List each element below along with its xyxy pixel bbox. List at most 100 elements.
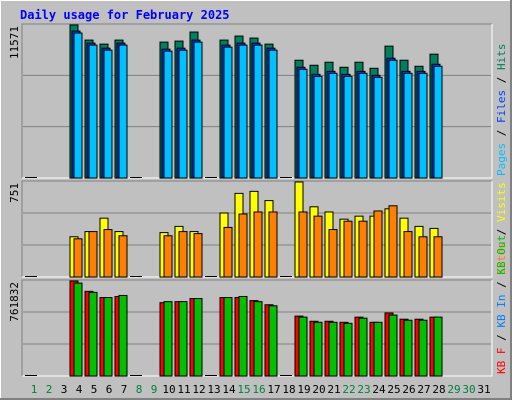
legend-entry: Pages <box>495 143 508 176</box>
x-tick-label: 8 <box>136 383 143 396</box>
bar <box>328 321 338 377</box>
bar <box>209 177 217 178</box>
x-tick-label: 11 <box>177 383 190 396</box>
bar <box>223 297 233 377</box>
legend-separator: / <box>495 222 508 242</box>
x-tick-label: 13 <box>207 383 220 396</box>
x-tick-label: 22 <box>342 383 355 396</box>
bar <box>268 211 278 278</box>
x-tick-label: 5 <box>91 383 98 396</box>
bar <box>403 72 413 179</box>
bar <box>178 301 188 377</box>
x-tick-label: 23 <box>357 383 370 396</box>
bar <box>253 211 263 278</box>
bar <box>134 375 142 376</box>
legend-separator: / <box>495 70 508 90</box>
bar <box>403 231 413 278</box>
bar <box>209 276 217 277</box>
bar <box>388 205 398 278</box>
bar <box>88 44 98 179</box>
bar <box>418 72 428 179</box>
bar <box>298 211 308 278</box>
legend-separator: / <box>495 275 508 295</box>
bar <box>313 215 323 278</box>
bar <box>358 220 368 278</box>
bar <box>328 72 338 179</box>
plot-edge-dark <box>21 180 492 277</box>
bar <box>373 76 383 179</box>
legend-entry: KB Out <box>495 235 508 275</box>
bar <box>193 298 203 377</box>
bar <box>313 75 323 179</box>
legend: Pages / Files / Hits <box>495 44 508 177</box>
x-tick-label: 27 <box>417 383 430 396</box>
x-tick-label: 7 <box>121 383 128 396</box>
legend-entry: Visits <box>495 182 508 222</box>
bar <box>268 305 278 377</box>
plot-edge-dark <box>21 279 492 376</box>
x-tick-label: 26 <box>402 383 415 396</box>
legend-entry: Files <box>495 90 508 123</box>
bar <box>343 220 353 278</box>
bar <box>73 32 83 179</box>
y-tick-label: 761832 <box>8 282 21 322</box>
bar <box>238 295 248 377</box>
bar <box>343 322 353 377</box>
x-tick-label: 31 <box>477 383 490 396</box>
x-tick-label: 19 <box>297 383 310 396</box>
bar <box>103 297 113 377</box>
legend-separator: / <box>495 328 508 348</box>
bar <box>73 238 83 278</box>
legend-entry: Hits <box>495 44 508 71</box>
x-tick-label: 2 <box>46 383 53 396</box>
plot-edge-dark <box>21 23 492 178</box>
y-tick-label: 11571 <box>8 26 21 59</box>
legend-entry: KB In <box>495 295 508 328</box>
bar <box>134 276 142 277</box>
bar <box>223 46 233 179</box>
bar <box>268 49 278 179</box>
bar <box>103 49 113 179</box>
bar <box>388 59 398 179</box>
bar <box>373 210 383 278</box>
bar <box>358 317 368 377</box>
x-tick-label: 30 <box>462 383 475 396</box>
x-tick-label: 14 <box>222 383 236 396</box>
bar <box>163 301 173 377</box>
bar <box>193 41 203 179</box>
x-tick-label: 9 <box>151 383 158 396</box>
x-tick-label: 12 <box>192 383 205 396</box>
bar <box>284 375 292 376</box>
bar <box>253 301 263 377</box>
legend-entry: KB F <box>495 348 508 375</box>
bar <box>88 291 98 377</box>
bar <box>298 68 308 179</box>
bar <box>373 321 383 377</box>
bar <box>433 65 443 179</box>
bar <box>328 229 338 278</box>
bar <box>29 276 37 277</box>
bar <box>193 233 203 278</box>
x-tick-label: 1 <box>31 383 38 396</box>
legend: KB F / KB In / KB Out <box>495 235 508 374</box>
x-tick-label: 16 <box>252 383 265 396</box>
legend: Sites / Visits <box>495 182 508 275</box>
x-tick-label: 25 <box>387 383 400 396</box>
bar <box>284 276 292 277</box>
bar <box>358 72 368 179</box>
bar <box>238 44 248 179</box>
bar <box>253 44 263 179</box>
bar <box>343 75 353 179</box>
bar <box>163 235 173 278</box>
x-tick-label: 18 <box>282 383 295 396</box>
x-tick-label: 4 <box>76 383 83 396</box>
bar <box>178 49 188 179</box>
bar <box>284 177 292 178</box>
bar <box>433 236 443 278</box>
x-tick-label: 20 <box>312 383 325 396</box>
bar <box>118 44 128 179</box>
bar <box>103 229 113 278</box>
bar <box>118 294 128 377</box>
x-tick-label: 29 <box>447 383 460 396</box>
